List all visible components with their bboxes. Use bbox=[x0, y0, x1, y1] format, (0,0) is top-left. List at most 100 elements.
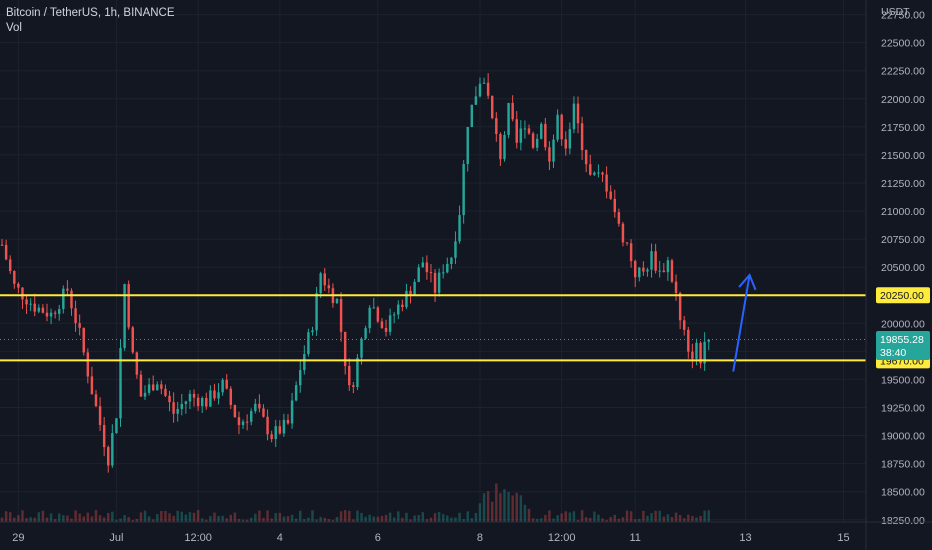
candle-body bbox=[294, 385, 298, 401]
candle-body bbox=[25, 299, 28, 305]
candle-body bbox=[127, 284, 130, 328]
candle-body bbox=[433, 272, 437, 293]
volume-bar bbox=[650, 513, 653, 522]
volume-bar bbox=[25, 518, 28, 522]
volume-bar bbox=[327, 519, 331, 522]
volume-bar bbox=[237, 518, 241, 522]
volume-bar bbox=[4, 511, 8, 522]
time-tick-label: 8 bbox=[477, 532, 483, 544]
volume-bar bbox=[356, 510, 359, 522]
candle-body bbox=[233, 404, 237, 418]
volume-bar bbox=[258, 510, 261, 522]
candle-body bbox=[413, 281, 416, 296]
price-tick-label: 18750.00 bbox=[881, 459, 925, 471]
volume-bar bbox=[617, 518, 621, 522]
volume-bar bbox=[98, 515, 102, 522]
candle-body bbox=[323, 273, 326, 286]
volume-bar bbox=[703, 510, 706, 522]
candle-body bbox=[237, 417, 241, 426]
candle-body bbox=[217, 392, 220, 399]
volume-bar bbox=[531, 518, 535, 522]
candle-body bbox=[111, 433, 114, 466]
candle-body bbox=[576, 103, 580, 124]
candle-body bbox=[58, 309, 61, 314]
candle-body bbox=[249, 411, 253, 422]
volume-indicator-label[interactable]: Vol bbox=[6, 22, 22, 34]
candle-body bbox=[53, 312, 57, 314]
volume-bar bbox=[343, 510, 347, 522]
candle-body bbox=[168, 395, 171, 403]
candle-body bbox=[225, 379, 228, 389]
volume-bar bbox=[478, 503, 482, 522]
candle-body bbox=[245, 421, 249, 423]
volume-bar bbox=[515, 492, 518, 522]
volume-bar bbox=[441, 514, 445, 522]
volume-bar bbox=[254, 513, 257, 522]
candle-body bbox=[666, 260, 670, 273]
candle-body bbox=[625, 242, 629, 244]
volume-bar bbox=[580, 510, 584, 522]
volume-bar bbox=[192, 512, 196, 522]
candle-body bbox=[352, 385, 355, 387]
volume-bar bbox=[200, 518, 204, 522]
volume-bar bbox=[384, 514, 388, 522]
time-axis[interactable]: 29 Jul 12:00 4 6 8 12:00 11 13 15 bbox=[0, 521, 932, 544]
candle-body bbox=[564, 139, 567, 149]
volume-bar bbox=[241, 519, 245, 522]
candle-body bbox=[580, 123, 584, 151]
candle-body bbox=[593, 172, 596, 175]
price-tick-label: 22250.00 bbox=[881, 66, 925, 78]
candle-body bbox=[466, 126, 469, 165]
candle-body bbox=[658, 270, 661, 272]
volume-bar bbox=[131, 519, 134, 522]
candle-body bbox=[286, 419, 290, 424]
volume-bar bbox=[666, 514, 670, 522]
volume-bar bbox=[196, 510, 200, 522]
candle-body bbox=[143, 392, 147, 397]
level-price-tag-text: 20250.00 bbox=[880, 290, 924, 302]
volume-bar bbox=[544, 514, 547, 522]
candle-body bbox=[409, 290, 412, 296]
candle-body bbox=[544, 123, 547, 148]
volume-bar bbox=[670, 517, 674, 522]
candle-body bbox=[180, 403, 184, 409]
candle-body bbox=[540, 123, 543, 139]
volume-bar bbox=[278, 512, 282, 522]
volume-bar bbox=[658, 510, 661, 522]
candle-body bbox=[470, 104, 474, 127]
horizontal-levels[interactable] bbox=[0, 294, 866, 362]
symbol-title[interactable]: Bitcoin / TetherUS, 1h, BINANCE bbox=[6, 7, 175, 19]
candle-body bbox=[0, 244, 4, 246]
volume-bar bbox=[535, 518, 539, 522]
candle-body bbox=[556, 114, 559, 140]
volume-bar bbox=[319, 516, 322, 522]
candle-body bbox=[335, 298, 339, 304]
volume-bar bbox=[360, 512, 363, 522]
volume-bar bbox=[376, 516, 380, 522]
price-tick-label: 20750.00 bbox=[881, 234, 925, 246]
candle-body bbox=[687, 329, 690, 352]
volume-bar bbox=[8, 512, 12, 522]
volume-bar bbox=[699, 515, 702, 522]
last-price-tag-text: 38:40 bbox=[880, 347, 906, 359]
candle-body bbox=[339, 298, 343, 332]
volume-bar bbox=[682, 518, 686, 522]
candle-body bbox=[49, 312, 53, 317]
last-price-tag-text: 19855.28 bbox=[880, 334, 924, 346]
candle-body bbox=[605, 174, 608, 192]
candle-body bbox=[519, 128, 523, 143]
up-arrow-annotation[interactable] bbox=[732, 273, 757, 372]
candle-body bbox=[584, 150, 588, 165]
volume-bar bbox=[482, 493, 486, 522]
volume-bar bbox=[49, 513, 53, 522]
candle-body bbox=[597, 172, 600, 174]
time-tick-label: 29 bbox=[12, 532, 24, 544]
volume-bar bbox=[613, 514, 617, 522]
candle-body bbox=[364, 328, 367, 339]
volume-bar bbox=[405, 512, 408, 522]
volume-bar bbox=[315, 519, 318, 522]
price-tick-label: 19250.00 bbox=[881, 402, 925, 414]
